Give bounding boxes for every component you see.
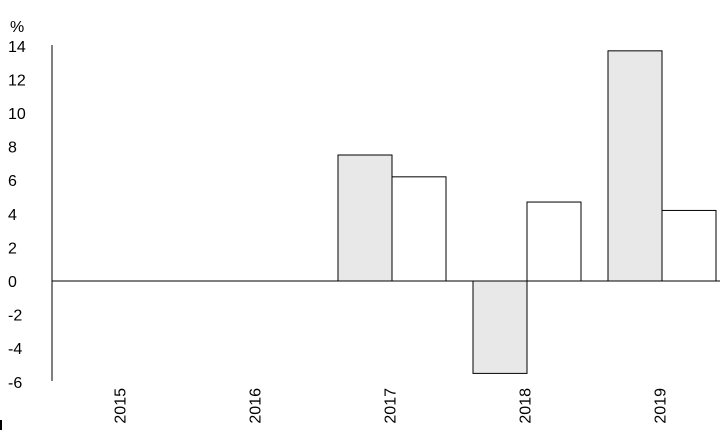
y-tick-label: 8 [8, 140, 17, 157]
bar-2018-series-2 [526, 201, 582, 282]
y-tick-label: 10 [8, 106, 26, 123]
x-axis-labels: 2015 2016 2017 2018 2019 [113, 388, 670, 424]
bar-2018-series-1 [472, 280, 528, 374]
bar-2019-series-2 [661, 209, 717, 282]
y-tick-label: 14 [8, 39, 26, 56]
x-category-label: 2016 [248, 388, 265, 424]
bars-group [337, 50, 717, 374]
y-tick-label: 12 [8, 72, 26, 89]
x-category-label: 2019 [653, 388, 670, 424]
y-axis-ticks: 14 12 10 8 6 4 2 0 -2 -4 -6 [8, 39, 26, 392]
x-category-label: 2017 [383, 388, 400, 424]
x-category-label: 2018 [518, 388, 535, 424]
y-tick-label: 0 [8, 274, 17, 291]
y-axis-unit-label: % [10, 19, 24, 36]
y-tick-label: 6 [8, 173, 17, 190]
x-category-label: 2015 [113, 388, 130, 424]
y-tick-label: -2 [8, 308, 22, 325]
bar-2019-series-1 [607, 50, 663, 282]
y-tick-label: 2 [8, 240, 17, 257]
y-tick-label: -4 [8, 341, 22, 358]
bar-2017-series-1 [337, 154, 393, 282]
y-tick-label: 4 [8, 207, 17, 224]
y-tick-label: -6 [8, 375, 22, 392]
bar-2017-series-2 [391, 176, 447, 282]
